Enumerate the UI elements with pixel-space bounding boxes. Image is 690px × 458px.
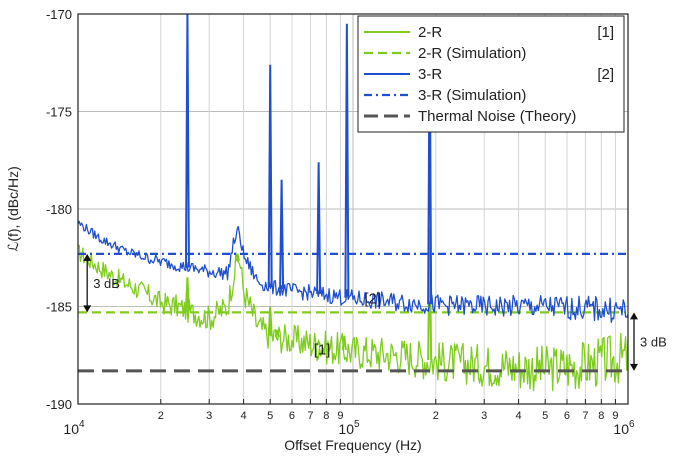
arrow-head-down [630,363,638,371]
legend-label: 2-R [418,24,442,41]
x-minor-tick-label: 4 [241,410,247,422]
series-0-line-spur [316,338,322,346]
y-tick-label: -185 [46,300,72,315]
plot-frame [77,13,629,405]
legend-label: 2-R (Simulation) [418,45,526,62]
x-minor-tick-label: 4 [516,410,522,422]
series-0-line-spur [341,335,347,351]
series-0-line-spur [234,253,240,262]
x-minor-tick-label: 6 [564,410,570,422]
x-decade-tick-label: 104 [63,419,85,437]
x-minor-tick-label: 5 [267,410,273,422]
x-minor-tick-label: 8 [323,410,329,422]
y-axis-label: ℒ(f), (dBc/Hz) [5,166,21,252]
dimension-label: 3 dB [640,335,667,350]
reference-label: [2] [364,291,381,308]
y-tick-label: -180 [46,202,72,217]
dimension-label: 3 dB [93,276,120,291]
series-2-line-spur [344,23,350,298]
series-0-line-spur [427,228,433,361]
series-layer [77,13,629,392]
x-minor-tick-label: 9 [337,410,343,422]
series-0-line-spur [274,329,280,338]
legend: 2-R [1] 2-R (Simulation) 3-R [2] 3-R (Simulat… [357,15,625,133]
x-minor-tick-label: 2 [433,410,439,422]
x-decade-tick-label: 105 [338,419,360,437]
series-2-line [77,220,629,323]
series-2-line-spur [279,179,285,290]
x-minor-tick-label: 5 [542,410,548,422]
y-tick-label: -175 [46,105,72,120]
y-axis-ticks: -170 -175 -180 -185 -190 [46,7,72,412]
annotations: 3 dB 3 dB [2] [1] [83,253,667,371]
series-2-line-spur [316,162,322,294]
arrow-head-up [630,312,638,320]
x-minor-tick-label: 7 [582,410,588,422]
legend-label: 3-R [418,66,442,83]
reference-label: [1] [314,341,331,358]
legend-label: 3-R (Simulation) [418,87,526,104]
legend-reference: [2] [597,66,614,83]
arrow-head-up [83,253,92,261]
x-minor-tick-label: 6 [289,410,295,422]
y-tick-label: -170 [46,7,72,22]
arrow-head-down [83,305,92,313]
legend-label: Thermal Noise (Theory) [418,108,576,125]
x-minor-tick-label: 8 [598,410,604,422]
x-minor-tick-label: 2 [158,410,164,422]
x-minor-tick-label: 7 [307,410,313,422]
x-minor-tick-label: 3 [481,410,487,422]
x-minor-tick-label: 9 [612,410,618,422]
legend-reference: [1] [597,24,614,41]
x-decade-tick-label: 106 [613,419,635,437]
series-0-line-spur [267,306,273,336]
series-0-line-spur [184,277,190,311]
x-minor-tick-label: 3 [206,410,212,422]
series-2-line-spur [267,64,273,288]
y-tick-label: -190 [46,397,72,412]
x-axis-label: Offset Frequency (Hz) [284,437,421,453]
